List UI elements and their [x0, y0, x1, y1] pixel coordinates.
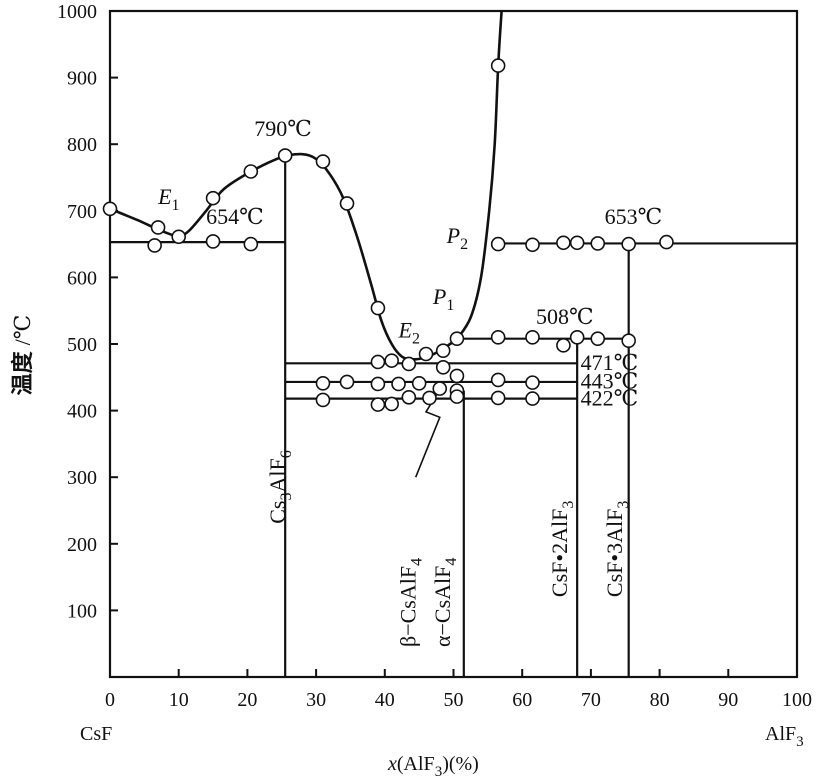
y-tick-label: 300: [67, 467, 97, 489]
data-point: [490, 390, 506, 406]
x-axis-title: x(AlF3)(%): [387, 753, 479, 777]
data-point: [384, 353, 399, 368]
data-point: [590, 236, 606, 251]
data-point: [525, 375, 540, 390]
data-point: [590, 331, 606, 346]
y-tick-label: 900: [67, 68, 97, 90]
data-point: [147, 238, 162, 253]
data-point: [569, 330, 585, 345]
data-point: [449, 368, 465, 384]
data-point: [556, 338, 571, 353]
y-tick-label: 600: [67, 267, 97, 289]
label-471: 471℃: [581, 350, 639, 375]
data-point: [150, 220, 166, 235]
data-point: [525, 330, 540, 345]
data-point: [384, 396, 399, 412]
data-point: [315, 392, 331, 408]
label-p1: P1: [432, 284, 454, 314]
data-point: [370, 300, 386, 316]
x-tick-label: 70: [581, 689, 601, 711]
data-point: [370, 354, 386, 370]
label-790: 790℃: [254, 116, 312, 141]
data-point: [401, 389, 417, 405]
data-point: [418, 346, 434, 362]
data-point: [569, 235, 585, 251]
x-tick-label: 60: [512, 689, 532, 711]
data-point: [435, 343, 451, 358]
data-point: [205, 190, 221, 206]
x-endpoint-label-alf3: AlF3: [765, 723, 804, 750]
label-508: 508℃: [536, 304, 594, 329]
compound-dome-curve: [285, 152, 458, 361]
data-point: [435, 360, 451, 375]
compound-csf-3alf3: CsF•3AlF3: [602, 501, 632, 597]
data-point: [621, 236, 636, 252]
data-point: [449, 331, 465, 346]
data-point: [171, 229, 186, 245]
phase-lines-group: [110, 155, 797, 677]
data-point: [243, 164, 259, 179]
data-point: [659, 234, 674, 250]
compound-alpha-csalf4: α−CsAlF4: [430, 558, 460, 647]
data-point: [490, 330, 506, 345]
data-point: [315, 375, 331, 391]
data-point: [370, 397, 386, 412]
data-point: [277, 148, 293, 163]
data-point: [339, 374, 355, 390]
plot-frame-group: 0 10 20 30 40 50 60 70 80 90 100 100 200 300 400 500 600…: [10, 1, 812, 777]
x-tick-label: 10: [169, 689, 189, 711]
data-point: [391, 376, 406, 392]
x-endpoint-label-csf: CsF: [80, 723, 112, 745]
data-point: [449, 389, 465, 404]
data-point: [205, 234, 221, 249]
label-e2: E2: [398, 317, 420, 347]
data-points-group: [102, 58, 674, 412]
x-tick-label: 20: [237, 689, 257, 711]
x-tick-label: 40: [375, 689, 395, 711]
data-point: [490, 58, 506, 73]
y-tick-label: 400: [67, 401, 97, 423]
label-443: 443℃: [581, 369, 639, 394]
x-tick-label: 50: [444, 689, 464, 711]
data-point: [422, 390, 437, 406]
y-tick-label: 100: [67, 600, 97, 622]
data-point: [102, 201, 118, 217]
data-point: [401, 356, 417, 372]
x-tick-label: 90: [718, 689, 738, 711]
y-tick-label: 800: [67, 134, 97, 156]
y-tick-label: 700: [67, 201, 97, 223]
data-point: [525, 391, 540, 406]
x-tick-label: 100: [782, 689, 812, 711]
data-point: [432, 381, 448, 396]
label-653: 653℃: [605, 204, 663, 229]
data-point: [525, 237, 540, 253]
data-point: [339, 196, 355, 211]
y-tick-label: 1000: [57, 1, 97, 23]
compound-cs3alf6: Cs3AlF6: [265, 450, 295, 524]
label-p2: P2: [446, 223, 468, 253]
label-422: 422℃: [581, 385, 639, 410]
data-point: [490, 236, 506, 252]
x-tick-label: 30: [306, 689, 326, 711]
label-e1: E1: [157, 184, 179, 214]
data-point: [243, 236, 259, 252]
data-point: [621, 333, 636, 348]
y-axis-title: 温度/℃: [10, 315, 36, 396]
compound-beta-csalf4: β−CsAlF4: [396, 558, 426, 647]
y-tick-label: 500: [67, 334, 97, 356]
x-tick-label: 80: [650, 689, 670, 711]
data-point: [556, 235, 571, 251]
data-point: [411, 375, 427, 391]
label-654: 654℃: [206, 204, 264, 229]
x-tick-label: 0: [105, 689, 115, 711]
data-point: [315, 154, 331, 169]
y-tick-label: 200: [67, 534, 97, 556]
data-point: [490, 372, 506, 388]
data-point: [370, 376, 386, 392]
compound-csf-2alf3: CsF•2AlF3: [547, 501, 577, 597]
